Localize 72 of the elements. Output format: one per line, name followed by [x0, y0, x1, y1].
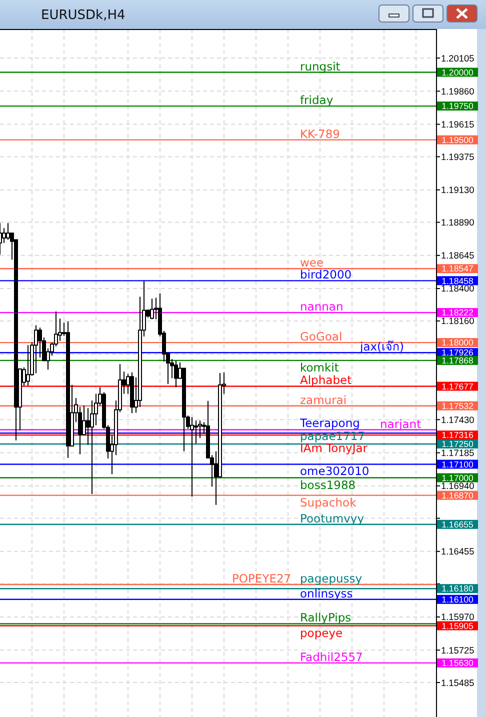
text: 1.17316: [442, 430, 474, 440]
candlestick: [150, 298, 154, 320]
ref-line-label: ome302010: [300, 464, 370, 478]
y-tick-label: 1.18645: [441, 250, 474, 261]
candlestick: [2, 228, 6, 244]
candlestick: [86, 408, 90, 446]
text: 1.16180: [442, 584, 474, 594]
text: 1.17868: [442, 356, 474, 366]
y-tick-label: 1.16455: [441, 546, 474, 557]
y-tick-label: 1.18890: [441, 218, 474, 228]
y-tick-label: 1.18400: [441, 284, 474, 294]
text: 1.15630: [442, 658, 474, 668]
y-tick-label: 1.17430: [441, 414, 474, 425]
ref-line-label: komkit: [300, 360, 340, 374]
y-tick-label: 1.15485: [441, 678, 474, 688]
y-tick-label: 1.16940: [441, 481, 474, 492]
ref-line-label: onlinsyss: [300, 586, 353, 600]
candlestick: [26, 344, 30, 386]
text: 1.16655: [442, 519, 474, 530]
candlestick: [34, 324, 38, 374]
text: 1.20000: [442, 67, 474, 78]
ref-line-label: RallyPips: [300, 610, 352, 625]
y-tick-label: 1.19615: [441, 120, 474, 130]
ref-line-label: POPEYE27: [232, 572, 292, 586]
ref-line-label: IAm TonyJar: [300, 441, 368, 456]
candlestick: [38, 327, 42, 358]
text: 1.18000: [442, 338, 474, 348]
text: 1.16870: [442, 490, 474, 500]
y-tick-label: 1.17185: [441, 448, 474, 458]
y-tick-label: 1.15970: [441, 612, 474, 622]
ref-line-label: narjant: [380, 416, 422, 431]
text: 1.17926: [442, 348, 474, 358]
text: 1.18222: [442, 308, 474, 318]
y-tick-label: 1.19130: [441, 185, 474, 196]
ref-line-label: zamurai: [300, 392, 347, 407]
text: 1.15905: [442, 620, 474, 631]
candlestick: [174, 360, 178, 388]
ref-line-label: jax(เจ๊ก): [359, 340, 404, 354]
candlestick: [6, 222, 10, 240]
ref-line-label: bird2000: [300, 268, 352, 282]
ref-line-label: pagepussy: [300, 572, 362, 586]
text: 1.19750: [442, 101, 474, 112]
ref-line-label: Alphabet: [300, 373, 352, 388]
ref-line-label: rungsit: [300, 59, 341, 74]
ref-line-label: friday: [300, 93, 334, 108]
y-tick-label: 1.18160: [441, 316, 474, 326]
ref-line-label: Fadhil2557: [300, 650, 363, 664]
text: 1.18458: [442, 276, 474, 286]
candlestick: [190, 416, 194, 498]
y-tick-label: 1.19860: [441, 86, 474, 96]
ref-line-label: popeye: [300, 626, 343, 640]
candlestick: [194, 420, 198, 444]
ref-line-label: Teerapong: [299, 416, 360, 430]
ref-line-label: Supachok: [300, 495, 357, 510]
text: 1.19500: [442, 134, 474, 145]
text: 1.17677: [442, 381, 474, 392]
y-tick-label: 1.19375: [441, 152, 474, 162]
text: 1.17000: [442, 472, 474, 483]
y-tick-label: 1.15725: [441, 645, 474, 656]
text: 1.17100: [442, 459, 474, 470]
text: 1.17532: [442, 400, 474, 411]
ref-line-label: Pootumvyy: [300, 511, 364, 526]
ref-line-label: wee: [300, 256, 324, 270]
text: 1.18547: [442, 264, 474, 274]
ref-line-label: GoGoal: [300, 330, 342, 344]
chart-title: EURUSDk,H4: [41, 8, 126, 23]
ref-line-label: boss1988: [300, 478, 356, 492]
y-tick-label: 1.20105: [441, 53, 474, 64]
ref-line-label: KK-789: [300, 126, 340, 141]
text: 1.16100: [442, 594, 474, 604]
text: 1.17250: [442, 439, 474, 450]
ref-line-label: nannan: [300, 300, 344, 314]
